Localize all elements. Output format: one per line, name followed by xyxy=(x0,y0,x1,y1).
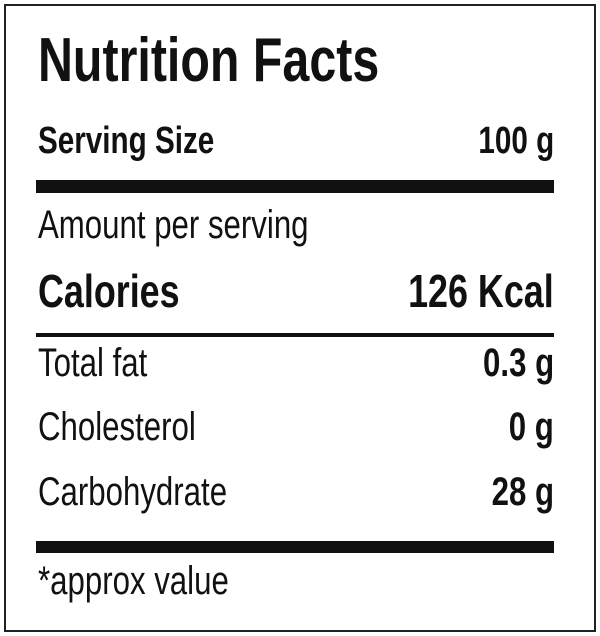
nutrient-label: Cholesterol xyxy=(38,405,196,449)
nutrient-value: 28 g xyxy=(491,470,554,514)
footnote: *approx value xyxy=(38,559,229,603)
serving-value: 100 g xyxy=(478,120,554,162)
calories-label: Calories xyxy=(38,265,180,317)
nutrient-value: 0 g xyxy=(508,405,554,449)
nutrient-value: 0.3 g xyxy=(482,341,554,385)
calories-value: 126 Kcal xyxy=(408,265,554,317)
amount-heading: Amount per serving xyxy=(38,203,309,247)
thin-rule xyxy=(36,333,554,337)
thick-rule xyxy=(36,541,554,553)
nutrient-label: Total fat xyxy=(38,341,148,385)
title: Nutrition Facts xyxy=(38,26,380,95)
label-border xyxy=(4,4,596,632)
thick-rule xyxy=(36,180,554,193)
serving-label: Serving Size xyxy=(38,120,215,162)
nutrient-label: Carbohydrate xyxy=(38,470,228,514)
